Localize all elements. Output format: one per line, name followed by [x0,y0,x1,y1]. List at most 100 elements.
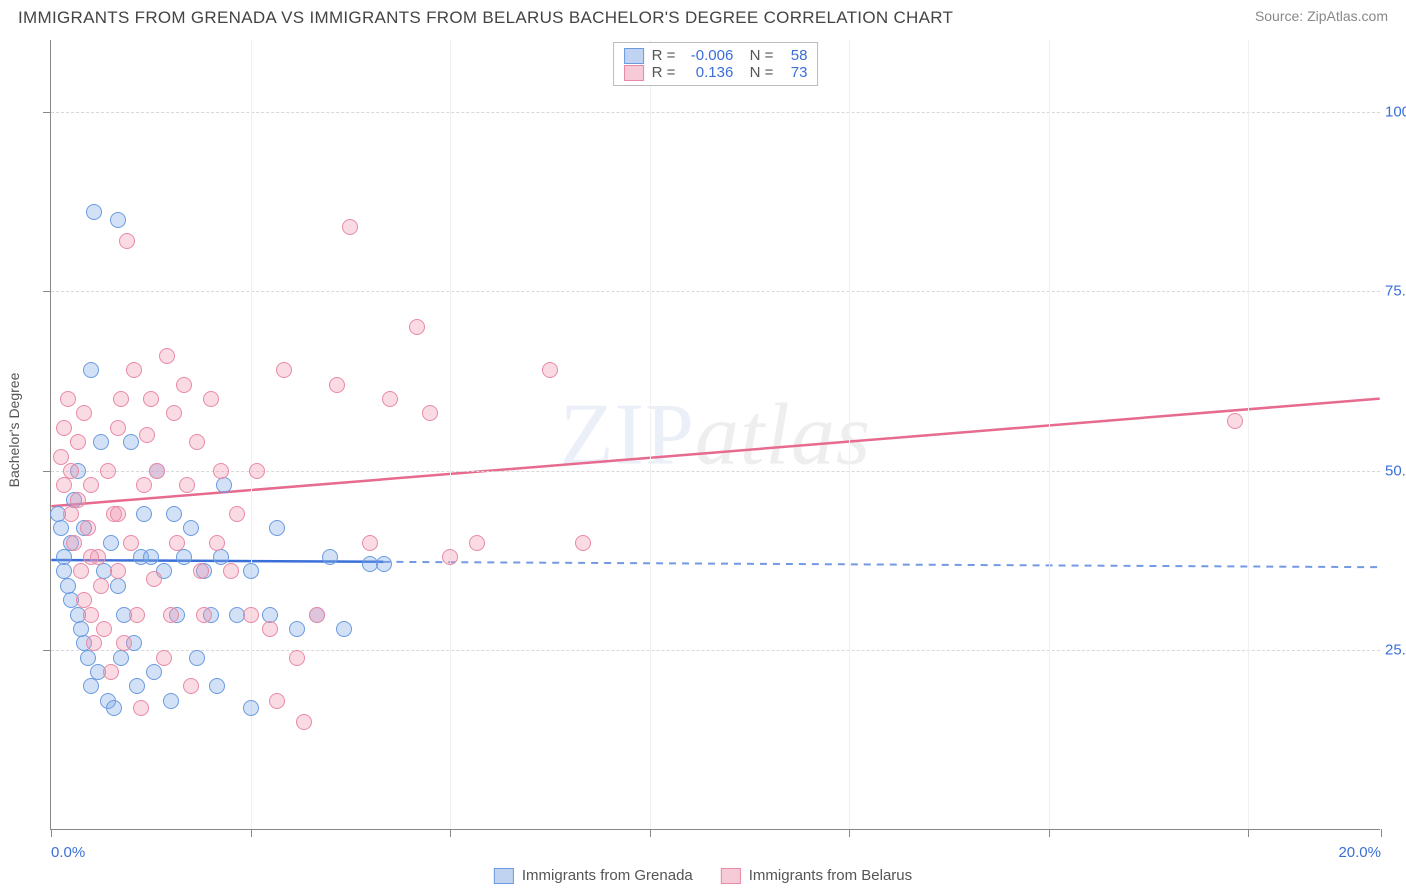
data-point [209,678,225,694]
data-point [163,607,179,623]
data-point [60,578,76,594]
data-point [93,434,109,450]
legend-label-belarus: Immigrants from Belarus [749,867,912,884]
legend-row-belarus: R = 0.136 N = 73 [624,64,808,81]
data-point [163,693,179,709]
gridline-v [1248,40,1249,829]
data-point [193,563,209,579]
data-point [86,204,102,220]
tick-mark [43,112,51,113]
data-point [229,506,245,522]
data-point [56,420,72,436]
data-point [542,362,558,378]
tick-mark [43,291,51,292]
data-point [143,391,159,407]
data-point [123,434,139,450]
data-point [183,678,199,694]
data-point [342,219,358,235]
data-point [63,463,79,479]
data-point [139,427,155,443]
legend-stats: R = -0.006 N = 58 R = 0.136 N = 73 [613,42,819,86]
data-point [213,549,229,565]
data-point [83,362,99,378]
tick-mark [1049,829,1050,837]
n-label: N = [741,64,773,81]
data-point [309,607,325,623]
data-point [176,549,192,565]
data-point [83,607,99,623]
legend-item-grenada: Immigrants from Grenada [494,867,693,884]
data-point [56,563,72,579]
data-point [100,463,116,479]
data-point [156,650,172,666]
data-point [66,535,82,551]
tick-mark [43,650,51,651]
tick-mark [1248,829,1249,837]
tick-mark [450,829,451,837]
data-point [53,449,69,465]
data-point [189,650,205,666]
data-point [110,420,126,436]
data-point [83,477,99,493]
data-point [76,405,92,421]
tick-mark [650,829,651,837]
data-point [86,635,102,651]
r-value-belarus: 0.136 [683,64,733,81]
data-point [336,621,352,637]
data-point [60,391,76,407]
x-tick-label: 0.0% [51,844,85,861]
r-label: R = [652,47,676,64]
r-value-grenada: -0.006 [683,47,733,64]
data-point [83,549,99,565]
data-point [83,678,99,694]
data-point [93,578,109,594]
legend-item-belarus: Immigrants from Belarus [721,867,912,884]
y-tick-label: 25.0% [1385,642,1406,659]
data-point [322,549,338,565]
data-point [179,477,195,493]
n-label: N = [741,47,773,64]
swatch-blue-icon [624,48,644,64]
data-point [269,693,285,709]
data-point [209,535,225,551]
data-point [103,664,119,680]
data-point [106,700,122,716]
data-point [196,607,212,623]
data-point [249,463,265,479]
data-point [382,391,398,407]
data-point [262,621,278,637]
data-point [149,463,165,479]
data-point [110,506,126,522]
tick-mark [51,829,52,837]
tick-mark [849,829,850,837]
data-point [133,700,149,716]
data-point [276,362,292,378]
data-point [113,650,129,666]
data-point [1227,413,1243,429]
data-point [143,549,159,565]
gridline-v [650,40,651,829]
swatch-blue-icon [494,868,514,884]
chart-plot-area: ZIPatlas R = -0.006 N = 58 R = 0.136 N =… [50,40,1380,830]
data-point [203,391,219,407]
data-point [376,556,392,572]
tick-mark [1381,829,1382,837]
chart-title: IMMIGRANTS FROM GRENADA VS IMMIGRANTS FR… [18,8,953,28]
data-point [575,535,591,551]
data-point [56,477,72,493]
x-tick-label: 20.0% [1338,844,1381,861]
data-point [269,520,285,536]
gridline-v [1049,40,1050,829]
data-point [169,535,185,551]
data-point [189,434,205,450]
data-point [80,650,96,666]
y-tick-label: 50.0% [1385,462,1406,479]
data-point [166,405,182,421]
data-point [329,377,345,393]
data-point [243,700,259,716]
watermark: ZIPatlas [560,384,871,485]
data-point [110,578,126,594]
data-point [469,535,485,551]
data-point [73,621,89,637]
data-point [136,506,152,522]
